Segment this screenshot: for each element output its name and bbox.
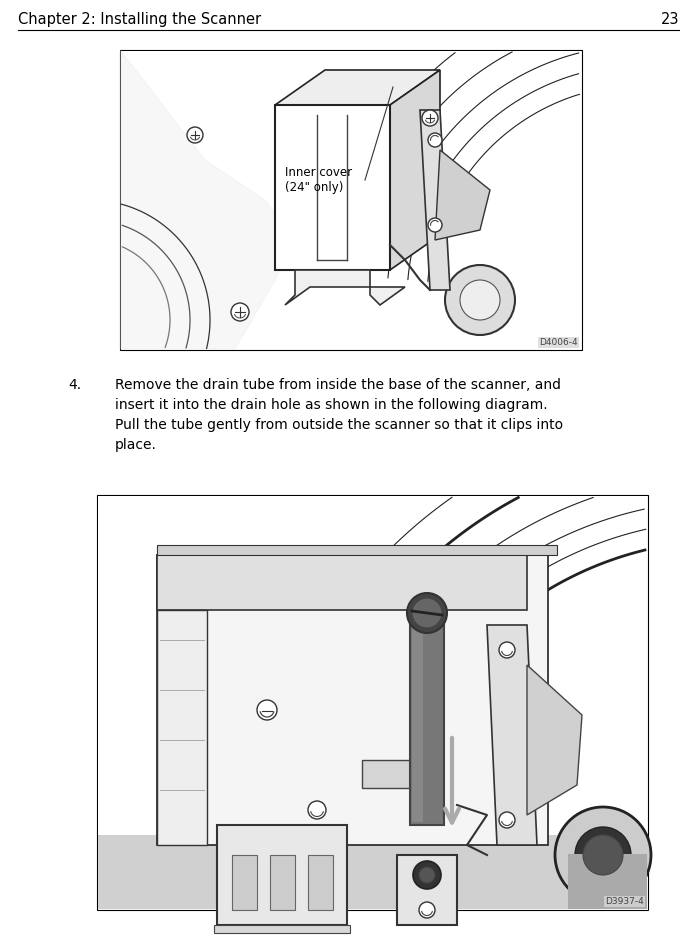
Bar <box>98 496 647 909</box>
Polygon shape <box>527 665 582 815</box>
Circle shape <box>187 127 203 143</box>
Bar <box>214 925 350 933</box>
Circle shape <box>407 593 447 633</box>
Polygon shape <box>412 620 423 822</box>
Text: 4.: 4. <box>68 378 81 392</box>
Polygon shape <box>285 270 405 305</box>
Bar <box>308 855 333 910</box>
Polygon shape <box>121 51 295 349</box>
Bar <box>120 50 582 350</box>
Circle shape <box>460 280 500 320</box>
Polygon shape <box>157 555 548 845</box>
Text: Chapter 2: Installing the Scanner: Chapter 2: Installing the Scanner <box>18 11 261 26</box>
Circle shape <box>575 827 631 883</box>
Polygon shape <box>157 610 207 845</box>
Text: 23: 23 <box>661 11 679 26</box>
Bar <box>97 495 648 910</box>
Text: Pull the tube gently from outside the scanner so that it clips into: Pull the tube gently from outside the sc… <box>115 418 563 432</box>
Polygon shape <box>275 70 440 105</box>
Circle shape <box>583 835 623 875</box>
Bar <box>232 855 257 910</box>
Text: Remove the drain tube from inside the base of the scanner, and: Remove the drain tube from inside the ba… <box>115 378 561 392</box>
Circle shape <box>412 598 442 628</box>
Text: D3937-4: D3937-4 <box>605 897 644 906</box>
Bar <box>362 760 422 788</box>
Polygon shape <box>157 545 557 555</box>
Circle shape <box>419 867 435 883</box>
Polygon shape <box>420 110 450 290</box>
Bar <box>270 855 295 910</box>
Polygon shape <box>390 70 440 270</box>
Bar <box>568 854 647 909</box>
Circle shape <box>413 861 441 889</box>
Text: insert it into the drain hole as shown in the following diagram.: insert it into the drain hole as shown i… <box>115 398 548 412</box>
Circle shape <box>257 700 277 720</box>
Circle shape <box>499 812 515 828</box>
Circle shape <box>422 110 438 126</box>
Bar <box>410 605 444 825</box>
Text: Inner cover
(24" only): Inner cover (24" only) <box>285 166 352 194</box>
Polygon shape <box>157 555 527 610</box>
Polygon shape <box>275 105 390 270</box>
Bar <box>121 51 581 349</box>
Text: D4006-4: D4006-4 <box>539 338 578 347</box>
Polygon shape <box>435 150 490 240</box>
Circle shape <box>555 807 651 903</box>
Bar <box>217 825 347 925</box>
Circle shape <box>445 265 515 335</box>
Polygon shape <box>487 625 537 845</box>
Circle shape <box>428 218 442 232</box>
Circle shape <box>499 642 515 658</box>
Polygon shape <box>98 835 647 909</box>
Circle shape <box>428 133 442 147</box>
Text: place.: place. <box>115 438 157 452</box>
Bar <box>397 855 457 925</box>
Circle shape <box>231 303 249 321</box>
Circle shape <box>308 801 326 819</box>
Circle shape <box>419 902 435 918</box>
